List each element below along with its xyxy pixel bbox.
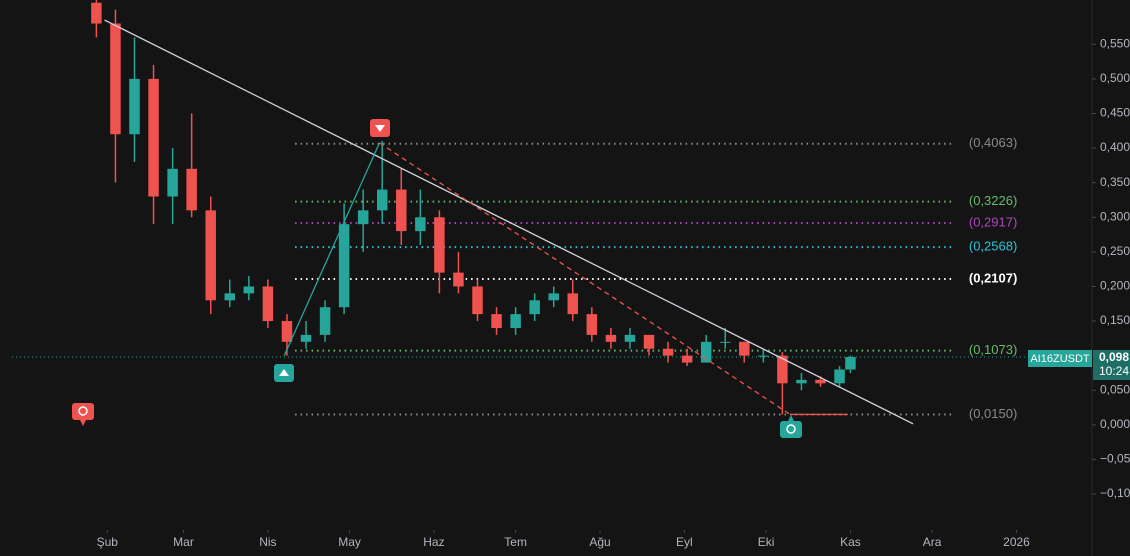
trend-line <box>283 142 381 356</box>
y-tick-label: 0,500 <box>1100 71 1130 85</box>
x-tick-label: Haz <box>423 535 444 549</box>
candle-body <box>624 334 636 342</box>
countdown: 10:24 <box>1099 364 1129 378</box>
candle-body <box>777 355 788 384</box>
x-tick-label: Nis <box>259 535 276 549</box>
candle-body <box>434 217 445 273</box>
candle-body <box>357 210 369 225</box>
candle-body <box>396 189 407 232</box>
symbol: AI16ZUSDT <box>1030 353 1090 365</box>
level-label: (0,1073) <box>969 342 1017 357</box>
x-tick-label: Kas <box>840 535 861 549</box>
candle-body <box>700 341 712 363</box>
candle-body <box>148 78 159 197</box>
candle-body <box>662 348 674 356</box>
y-tick-label: 0,250 <box>1100 244 1130 258</box>
bottom-marker <box>274 364 294 382</box>
candle-body <box>300 334 312 342</box>
x-tick-label: Ağu <box>589 535 610 549</box>
candle-body <box>319 307 331 335</box>
level-label: (0,2568) <box>969 239 1017 254</box>
candle-body <box>186 168 197 211</box>
candle-body <box>739 341 750 356</box>
candle-body <box>205 210 216 301</box>
candle-body <box>719 341 731 343</box>
level-label: (0,2107) <box>969 270 1017 285</box>
price-tag: AI16ZUSDT 0,098 10:24 <box>1028 350 1130 380</box>
candle-body <box>415 217 426 232</box>
candle-body <box>224 293 236 301</box>
candle-body <box>167 168 178 197</box>
candle-body <box>815 379 826 384</box>
y-tick-label: 0,150 <box>1100 313 1130 327</box>
level-label: (0,2917) <box>969 214 1017 229</box>
y-tick-label: 0,300 <box>1100 209 1130 223</box>
x-tick-label: Ara <box>923 535 942 549</box>
symbol-box <box>1028 350 1092 367</box>
x-tick-label: May <box>338 535 361 549</box>
event-marker[interactable] <box>780 415 802 438</box>
candle-body <box>491 314 502 328</box>
candle-body <box>91 2 102 24</box>
level-label: (0,4063) <box>969 135 1017 150</box>
candle-body <box>845 357 856 370</box>
candle-body <box>129 78 140 135</box>
candle-body <box>281 321 293 342</box>
x-tick-label: 2026 <box>1003 535 1030 549</box>
y-tick-label: 0,050 <box>1100 382 1130 396</box>
candle-body <box>605 334 617 342</box>
x-tick-label: Tem <box>504 535 527 549</box>
level-label: (0,0150) <box>969 406 1017 421</box>
last-price: 0,098 <box>1099 350 1129 364</box>
candle-body <box>643 334 655 349</box>
price-box <box>1093 350 1130 380</box>
candle-body <box>834 369 845 384</box>
x-tick-label: Mar <box>173 535 194 549</box>
candle-body <box>376 189 388 211</box>
candle-body <box>567 293 579 315</box>
x-tick-label: Şub <box>97 535 119 549</box>
candle-body <box>453 272 464 287</box>
candle-body <box>338 224 350 308</box>
y-tick-label: 0,550 <box>1100 36 1130 50</box>
peak-marker <box>370 119 390 137</box>
y-tick-label: 0,450 <box>1100 106 1130 120</box>
candle-body <box>529 300 540 315</box>
y-tick-label: 0,400 <box>1100 140 1130 154</box>
candle-body <box>758 355 769 357</box>
x-tick-label: Eki <box>758 535 775 549</box>
candle-body <box>472 286 483 315</box>
event-marker[interactable] <box>72 403 94 426</box>
candle-body <box>548 293 559 301</box>
level-label: (0,3226) <box>969 193 1017 208</box>
candle-body <box>243 286 255 294</box>
plot: 0,550 0,500 0,450 0,400 0,350 0,300 0,250 0,200… <box>12 0 1130 549</box>
candle-body <box>110 23 121 135</box>
candle-body <box>586 314 598 335</box>
y-tick-label: −0,100 <box>1100 486 1130 500</box>
candle-body <box>262 286 274 322</box>
y-tick-label: 0,200 <box>1100 279 1130 293</box>
candle-body <box>681 355 693 363</box>
x-tick-label: Eyl <box>676 535 693 549</box>
y-tick-label: 0,350 <box>1100 175 1130 189</box>
trend-line <box>379 142 791 416</box>
y-tick-label: 0,000 <box>1100 417 1130 431</box>
y-tick-label: −0,050 <box>1100 452 1130 466</box>
trend-line <box>104 19 914 425</box>
candle-body <box>510 314 521 328</box>
candle-body <box>796 379 807 384</box>
